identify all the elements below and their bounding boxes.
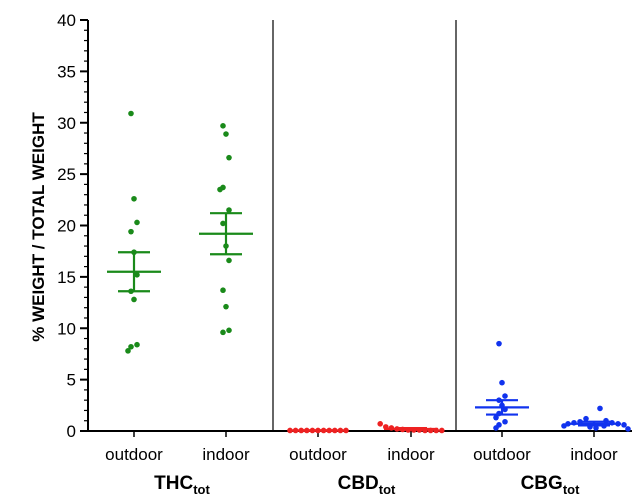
point-cbg-indoor — [625, 426, 631, 432]
point-thc-indoor — [223, 303, 229, 310]
point-thc-indoor — [226, 207, 232, 213]
point-cbg-outdoor — [502, 418, 508, 425]
point-thc-indoor — [217, 186, 223, 193]
point-thc-outdoor — [128, 343, 134, 350]
y-tick-label: 0 — [67, 422, 76, 441]
point-cbd-outdoor — [343, 427, 349, 434]
point-thc-outdoor — [131, 296, 137, 303]
x-category-label-outdoor: outdoor — [473, 445, 531, 464]
point-cbg-outdoor — [496, 340, 502, 347]
point-cbg-outdoor — [493, 414, 499, 421]
y-tick-label: 10 — [57, 319, 76, 338]
point-thc-indoor — [226, 327, 232, 334]
point-cbg-indoor — [597, 405, 603, 412]
point-cbg-outdoor — [499, 379, 505, 386]
point-thc-outdoor — [131, 195, 137, 202]
point-cbg-indoor — [561, 423, 567, 429]
labels: 0 5 10 15 20 25 30 35 40 outdoor indoor THCtot outdo… — [57, 11, 618, 497]
group-label-cbg: CBGtot — [521, 473, 581, 497]
point-thc-outdoor — [134, 272, 140, 278]
x-category-label-outdoor: outdoor — [105, 445, 163, 464]
marks — [107, 110, 631, 434]
y-tick-label: 15 — [57, 268, 76, 287]
x-category-label-outdoor: outdoor — [289, 445, 347, 464]
y-tick-label: 25 — [57, 165, 76, 184]
point-thc-indoor — [220, 287, 226, 294]
y-axis-title: % WEIGHT / TOTAL WEIGHT — [29, 112, 48, 342]
y-tick-label: 35 — [57, 62, 76, 81]
x-category-label-indoor: indoor — [202, 445, 250, 464]
point-thc-indoor — [220, 220, 226, 227]
point-thc-indoor — [220, 123, 226, 129]
point-thc-indoor — [223, 131, 229, 137]
point-thc-outdoor — [128, 110, 134, 117]
y-tick-label: 5 — [67, 371, 76, 390]
point-thc-outdoor — [125, 348, 131, 354]
y-tick-label: 40 — [57, 11, 76, 30]
point-cbg-indoor — [583, 415, 589, 422]
point-cbg-indoor — [593, 425, 599, 431]
point-cbg-outdoor — [493, 425, 499, 431]
x-category-label-indoor: indoor — [387, 445, 435, 464]
point-cbg-indoor — [621, 422, 627, 428]
point-cbg-outdoor — [502, 393, 508, 399]
point-cbd-indoor — [439, 427, 445, 434]
point-thc-outdoor — [134, 219, 140, 226]
point-thc-outdoor — [134, 341, 140, 348]
axes — [80, 19, 632, 437]
group-label-thc: THCtot — [154, 473, 210, 497]
y-tick-label: 30 — [57, 114, 76, 133]
y-tick-label: 20 — [57, 217, 76, 236]
x-category-label-indoor: indoor — [570, 445, 618, 464]
point-cbd-indoor — [377, 421, 384, 427]
point-thc-outdoor — [128, 228, 134, 235]
point-thc-indoor — [226, 257, 232, 264]
group-label-cbd: CBDtot — [338, 473, 396, 497]
point-cbd-outdoor — [287, 427, 293, 434]
point-thc-indoor — [226, 154, 232, 161]
point-thc-indoor — [220, 329, 226, 336]
